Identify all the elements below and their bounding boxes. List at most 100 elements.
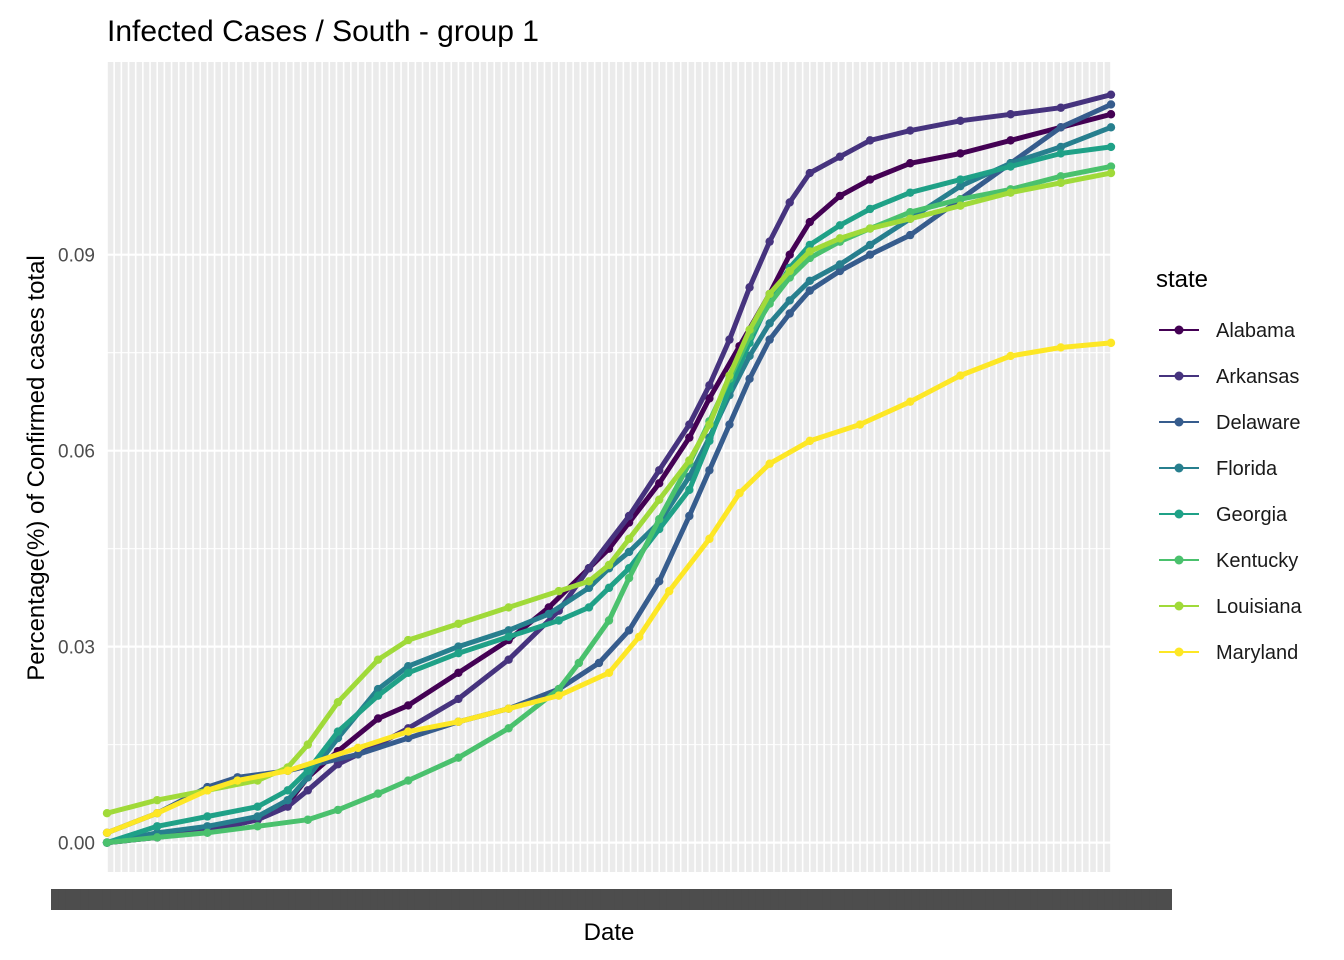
data-point [554,616,563,625]
data-point [906,208,915,217]
data-point [745,325,754,335]
data-point [404,733,413,743]
x-tick-label [117,889,126,910]
data-point [303,766,312,775]
data-point [655,577,664,586]
x-tick-label [755,889,764,910]
data-point [353,743,363,753]
data-point [1056,103,1066,112]
data-point [504,632,513,642]
x-tick-label [1023,889,1032,910]
data-point [1006,162,1015,171]
data-point [956,116,965,125]
data-point [765,459,774,468]
x-tick-label [51,889,59,910]
data-point [705,381,714,390]
data-point [574,658,584,668]
data-point [835,152,845,161]
data-point [303,786,312,795]
data-point [253,812,262,821]
x-tick-label [125,889,134,910]
x-tick-label [741,889,750,910]
data-point [805,436,814,446]
x-tick-label [229,889,238,910]
x-tick-label [1119,889,1128,910]
data-point [665,586,674,596]
data-point [725,335,734,344]
legend-label: Georgia [1216,504,1288,526]
data-point [353,750,363,759]
x-tick-label [785,889,794,910]
data-point [404,668,413,677]
x-tick-label [882,889,891,910]
x-tick-label [184,889,193,910]
x-tick-label [481,889,490,910]
data-point [685,433,694,442]
data-point [554,684,563,694]
data-point [1006,351,1015,361]
data-point [283,786,292,795]
x-tick-label [1089,889,1098,910]
x-tick-label [830,889,839,910]
data-point [805,276,814,286]
x-tick-label [696,889,705,910]
x-tick-label [332,889,341,910]
data-point [504,655,513,664]
data-point [655,479,664,488]
x-tick-label [266,889,275,910]
x-tick-label [844,889,853,910]
series-louisiana [102,168,1116,818]
data-point [835,221,845,230]
legend-key-point [1174,463,1184,473]
data-point [865,136,875,145]
x-tick-label [88,889,97,910]
x-tick-label [1141,889,1150,910]
x-tick-label [607,889,616,910]
x-tick-label [503,889,512,910]
data-point [805,286,814,295]
x-tick-label [95,889,104,910]
data-point [1106,338,1116,348]
data-point [956,175,965,184]
legend-item: Florida [1159,458,1278,480]
data-point [102,828,112,838]
data-point [604,668,614,677]
data-point [454,668,463,677]
data-point [835,234,845,243]
x-tick-label [370,889,379,910]
data-point [705,394,714,403]
x-tick-label [177,889,186,910]
x-tick-label [1008,889,1017,910]
data-point [203,786,212,795]
x-tick-label [956,889,965,910]
y-tick-label: 0.09 [58,246,95,267]
data-point [584,603,594,612]
x-tick-label [1037,889,1046,910]
data-point [584,564,594,573]
data-point [685,485,694,495]
series-line [104,170,1114,816]
data-point [765,335,774,344]
x-tick-label [778,889,787,910]
x-tick-label [1149,889,1158,910]
x-tick-label [896,889,905,910]
x-tick-label [303,889,312,910]
data-point [906,159,915,168]
data-point [1056,149,1066,158]
data-point [604,560,614,570]
data-point [1106,142,1116,152]
x-tick-label [548,889,557,910]
data-point [765,237,774,246]
legend-item: Kentucky [1159,550,1298,572]
data-point [906,126,915,135]
x-tick-label [466,889,475,910]
data-point [745,374,754,384]
legend-label: Arkansas [1216,366,1299,388]
data-point [604,616,614,625]
x-tick-label [236,889,245,910]
x-tick-label [80,889,89,910]
x-tick-label [162,889,171,910]
data-point [504,704,513,713]
x-tick-label [243,889,252,910]
data-point [373,789,383,798]
